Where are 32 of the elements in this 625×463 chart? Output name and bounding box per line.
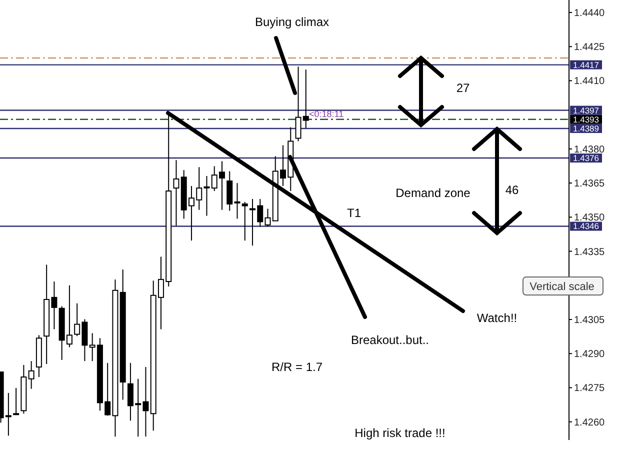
y-tick-label: 1.4350	[574, 212, 606, 224]
y-tick-label: 1.4335	[574, 246, 606, 258]
y-tick-label: 1.4425	[574, 42, 606, 54]
annotation: Buying climax	[254, 15, 330, 29]
annotation: Breakout..but..	[350, 333, 430, 347]
ref-line-label: 1.4376	[573, 153, 600, 164]
ref-line-label: 1.4397	[573, 105, 600, 116]
y-tick-label: 1.4410	[574, 76, 606, 88]
y-tick-label: 1.4260	[574, 417, 606, 428]
candlestick	[13, 387, 20, 416]
ref-line-label: 1.4417	[573, 60, 600, 70]
y-tick-label: 1.4305	[574, 314, 606, 326]
annotation: <0:18:11	[309, 109, 344, 119]
candlestick	[28, 360, 34, 390]
y-tick-label: 1.4440	[574, 8, 606, 20]
annotation: R/R = 1.7	[271, 360, 323, 374]
annotation: Vertical scale	[530, 281, 594, 293]
y-tick-label: 1.4275	[574, 383, 606, 394]
annotation: Demand zone	[396, 186, 471, 200]
annotation: Watch!!	[476, 311, 518, 325]
ref-line-label: 1.4393	[573, 114, 600, 124]
annotation: High risk trade !!!	[354, 426, 446, 440]
ref-line-label: 1.4346	[573, 221, 600, 232]
candlestick	[242, 201, 248, 242]
y-tick-label: 1.4380	[574, 144, 606, 156]
annotation: T1	[346, 206, 362, 220]
candlestick	[173, 160, 180, 226]
y-tick-label: 1.4290	[574, 349, 606, 360]
ref-line-label: 1.4389	[573, 123, 600, 134]
annotation: 27	[456, 81, 470, 95]
y-tick-label: 1.4365	[574, 178, 606, 190]
annotation: 46	[505, 183, 519, 197]
